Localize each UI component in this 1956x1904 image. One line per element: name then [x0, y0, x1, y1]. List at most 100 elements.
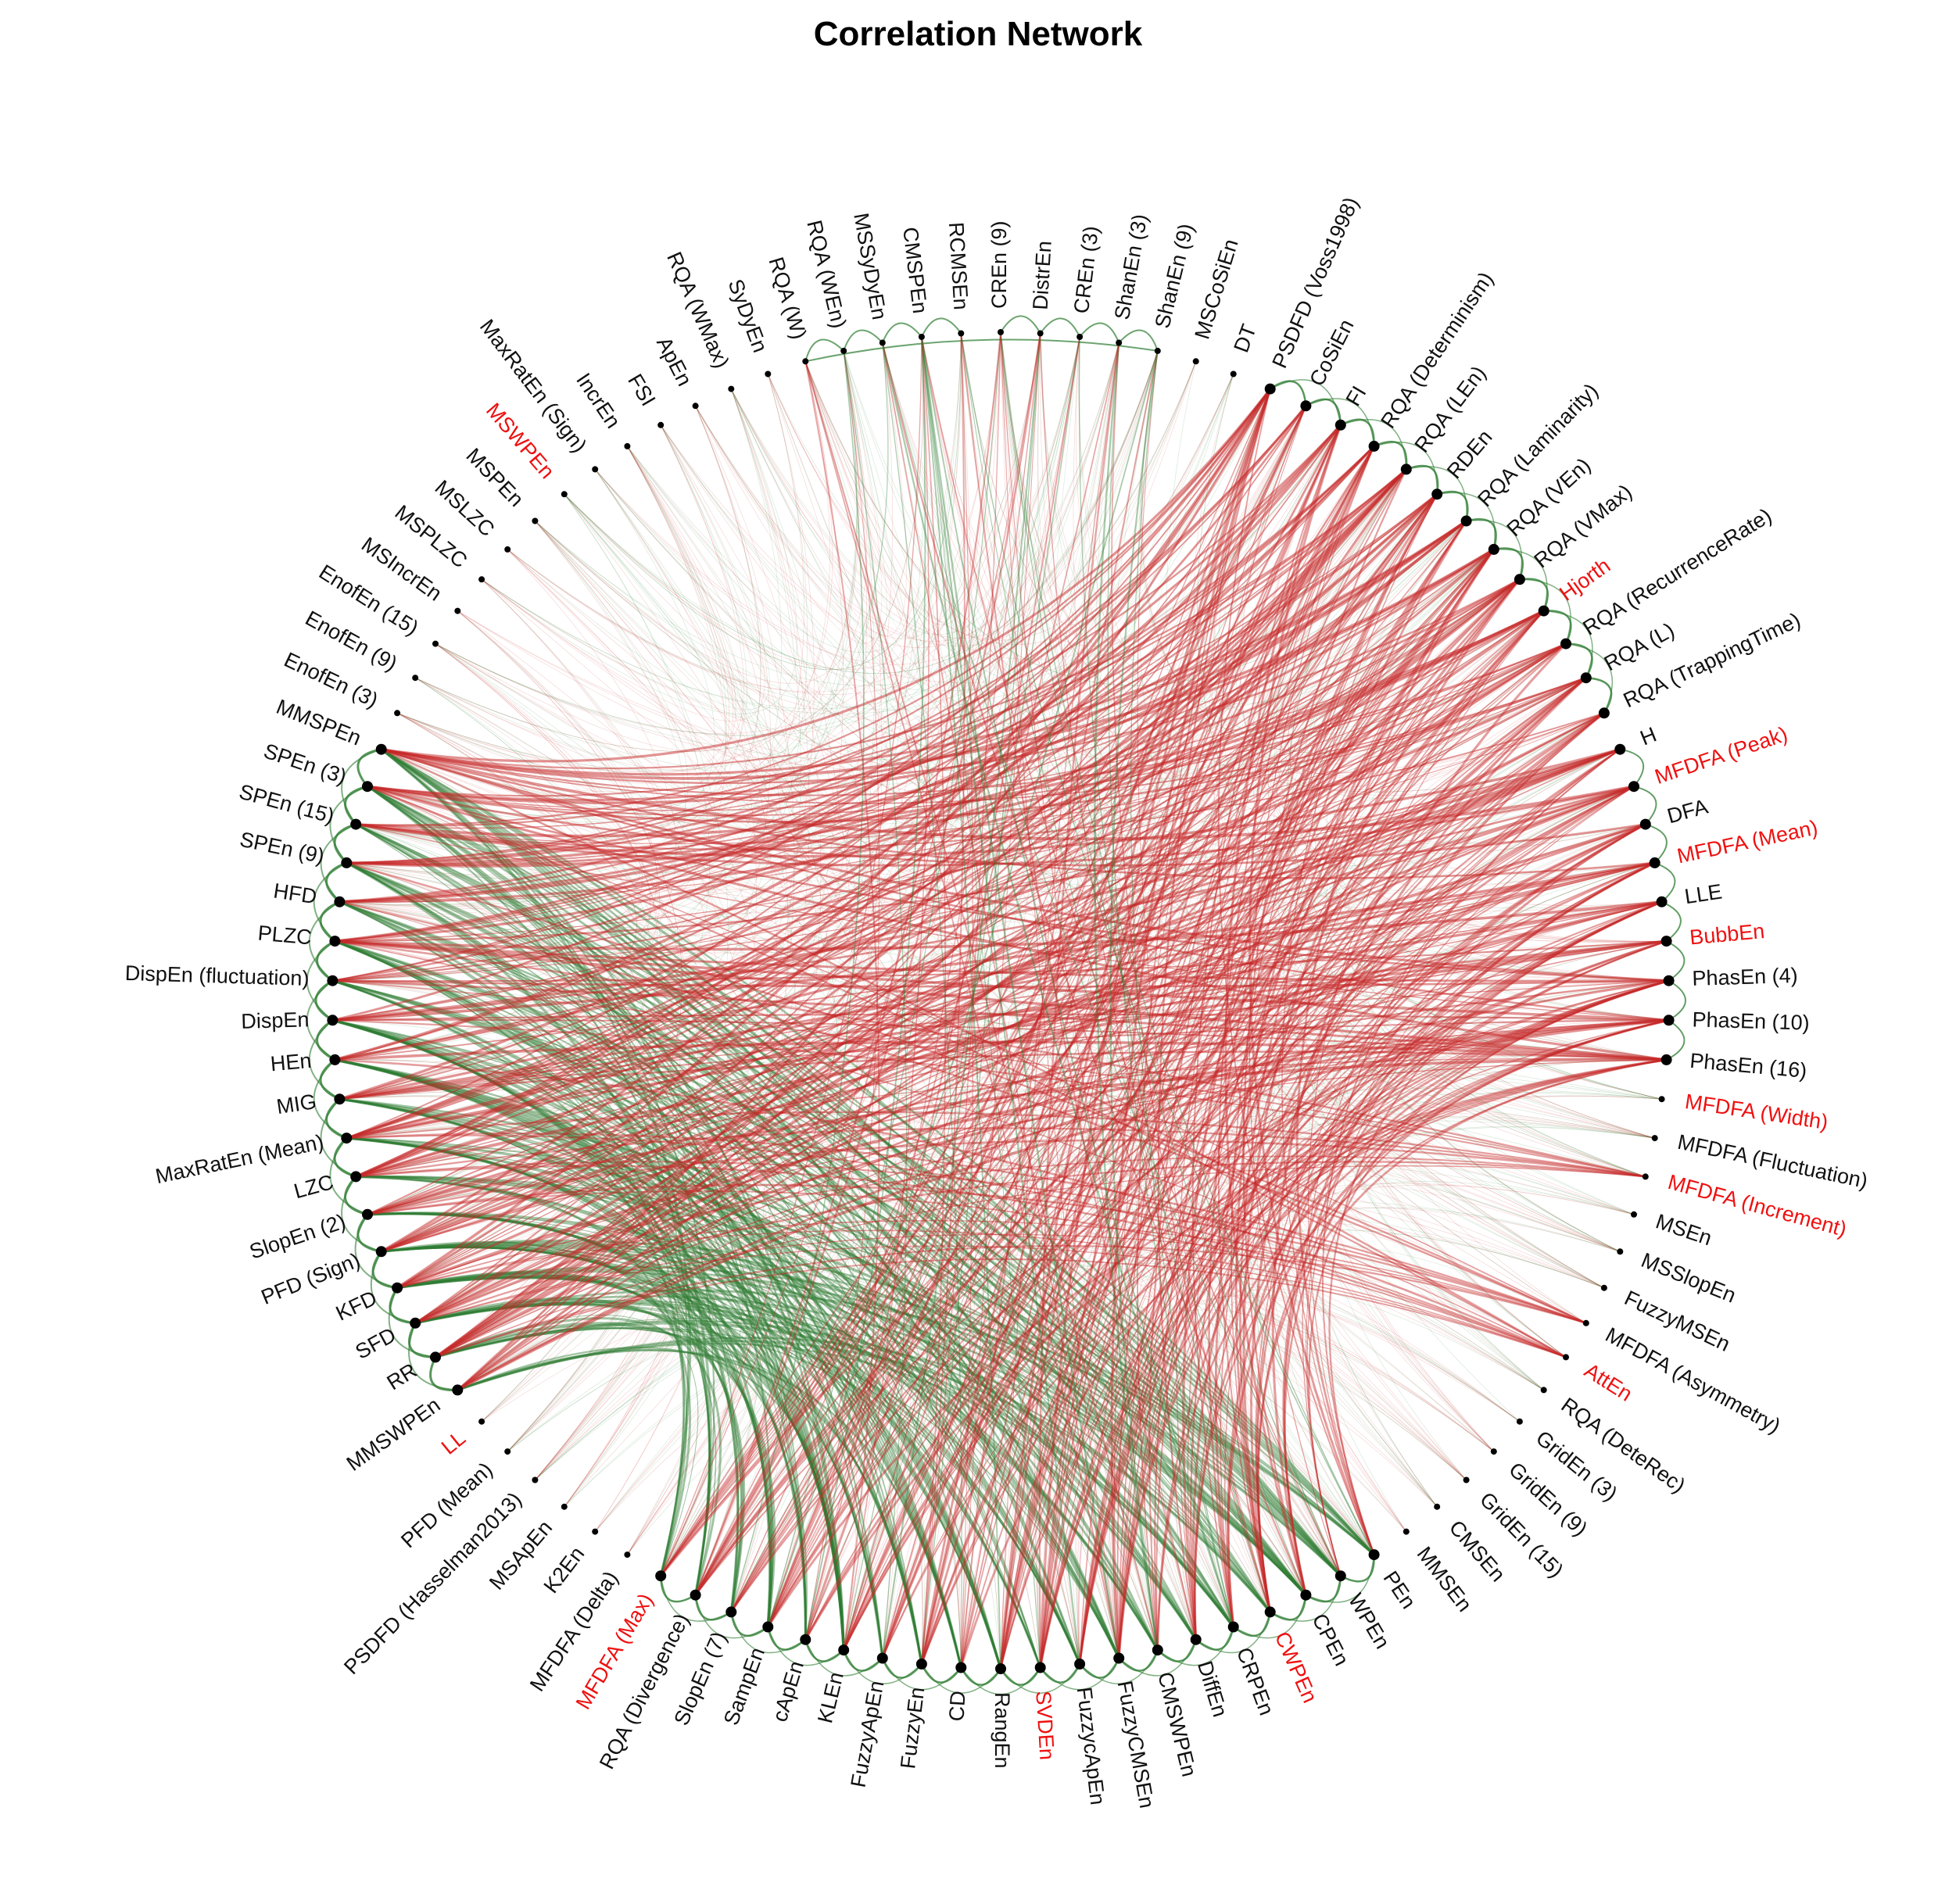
node-mmswpen	[452, 1384, 464, 1396]
correlation-edge	[396, 446, 736, 784]
correlation-edge	[843, 350, 908, 1659]
node-fsi	[657, 421, 665, 428]
correlation-edge	[325, 861, 347, 903]
correlation-edge	[457, 1342, 1234, 1628]
correlation-edge	[381, 677, 1587, 804]
correlation-edge	[381, 1244, 1234, 1628]
correlation-edge	[435, 350, 1159, 737]
node-label-rqa-deterec: RQA (DeteRec)	[1557, 1393, 1689, 1498]
correlation-edge	[660, 336, 922, 1577]
node-label-rqa-w: RQA (W)	[764, 254, 811, 342]
node-label-rcmsen: RCMSEn	[944, 221, 973, 310]
correlation-edge	[1182, 493, 1438, 1640]
correlation-edge	[381, 468, 1407, 770]
correlation-edge	[1122, 1364, 1234, 1640]
correlation-edge	[367, 1211, 1235, 1628]
correlation-edge	[960, 1666, 1002, 1686]
correlation-edge	[335, 446, 1375, 943]
correlation-edge	[767, 331, 1001, 1627]
node-mswpen	[561, 491, 568, 498]
correlation-edge	[921, 336, 1467, 1480]
correlation-edge	[339, 748, 1621, 1101]
correlation-edge	[1309, 786, 1635, 1480]
correlation-edge	[415, 1299, 1234, 1628]
correlation-edge	[881, 322, 922, 343]
correlation-edge	[414, 1289, 1375, 1556]
correlation-edge	[1137, 350, 1271, 1612]
correlation-edge	[1000, 331, 1306, 1595]
correlation-edge	[1104, 469, 1407, 1659]
correlation-edge	[594, 469, 1646, 1177]
node-lzc	[350, 1171, 362, 1183]
correlation-edge	[331, 1018, 845, 1651]
correlation-edge	[1232, 1612, 1271, 1637]
correlation-edge	[1666, 940, 1686, 982]
correlation-edge	[1077, 1376, 1159, 1659]
correlation-edge	[335, 1058, 1159, 1651]
correlation-edge	[415, 1226, 714, 1507]
correlation-edge	[1094, 342, 1159, 1651]
correlation-edge	[1236, 1279, 1521, 1577]
node-label-msen: MSEn	[1653, 1209, 1714, 1250]
correlation-edge	[1306, 824, 1646, 1577]
correlation-edge	[316, 1019, 336, 1061]
node-label-dt: DT	[1229, 321, 1261, 356]
correlation-edge	[481, 1251, 711, 1452]
correlation-edge	[435, 1165, 1646, 1358]
correlation-edge	[435, 1327, 1080, 1665]
correlation-edge	[329, 786, 368, 864]
node-bubben	[1660, 936, 1672, 947]
correlation-edge	[346, 1096, 1635, 1215]
correlation-edge	[1034, 1380, 1120, 1668]
correlation-edge	[335, 677, 643, 945]
correlation-edge	[730, 521, 1467, 1612]
correlation-edge	[767, 350, 1159, 1627]
correlation-edge	[1078, 336, 1271, 1612]
correlation-edge	[1278, 1253, 1544, 1507]
correlation-edge	[339, 1098, 1081, 1665]
correlation-edge	[1141, 350, 1605, 773]
correlation-edge	[355, 824, 806, 1640]
node-wpen	[1334, 1570, 1346, 1582]
node-mfdfa-peak	[1628, 781, 1639, 793]
correlation-edge	[332, 388, 1271, 982]
correlation-edge	[319, 900, 341, 943]
chart-title: Correlation Network	[814, 15, 1143, 53]
node-rqa-l	[1580, 672, 1592, 684]
correlation-edge	[804, 331, 1001, 625]
correlation-edge	[333, 823, 356, 864]
correlation-edge	[1141, 677, 1586, 1651]
correlation-edge	[921, 336, 1041, 1668]
correlation-edge	[1185, 1337, 1342, 1595]
correlation-edge	[564, 1329, 1120, 1659]
node-label-klen: KLEn	[813, 1670, 848, 1725]
correlation-edge	[1206, 1314, 1438, 1595]
node-fuzzyapen	[876, 1652, 888, 1664]
correlation-edge	[332, 979, 962, 1668]
correlation-edge	[920, 333, 965, 1665]
correlation-edge	[627, 1263, 1544, 1555]
correlation-edge	[335, 940, 1159, 1651]
correlation-edge	[1281, 493, 1438, 1555]
node-label-maxraten-sign: MaxRatEn (Sign)	[475, 315, 592, 457]
correlation-edge	[1256, 469, 1495, 1452]
correlation-edge	[1000, 331, 1495, 1452]
correlation-edge	[346, 1136, 1120, 1659]
node-rr	[430, 1351, 441, 1363]
correlation-edge	[1000, 331, 1120, 1659]
correlation-edge	[767, 677, 1587, 1627]
correlation-edge	[1256, 862, 1655, 1577]
node-label-sydyen: SyDyEn	[724, 276, 772, 356]
correlation-edge	[356, 424, 1342, 827]
node-label-rr: RR	[383, 1358, 421, 1394]
correlation-edge	[346, 1134, 1567, 1358]
correlation-edge	[767, 824, 1646, 1627]
correlation-edge	[1668, 979, 1686, 1022]
correlation-edge	[335, 940, 1567, 1358]
node-cosien	[1300, 400, 1312, 412]
correlation-edge	[339, 610, 1545, 904]
correlation-edge	[730, 643, 1567, 1612]
correlation-edge	[1256, 1058, 1667, 1612]
correlation-edge	[1195, 786, 1635, 1627]
node-pen	[1368, 1549, 1380, 1561]
